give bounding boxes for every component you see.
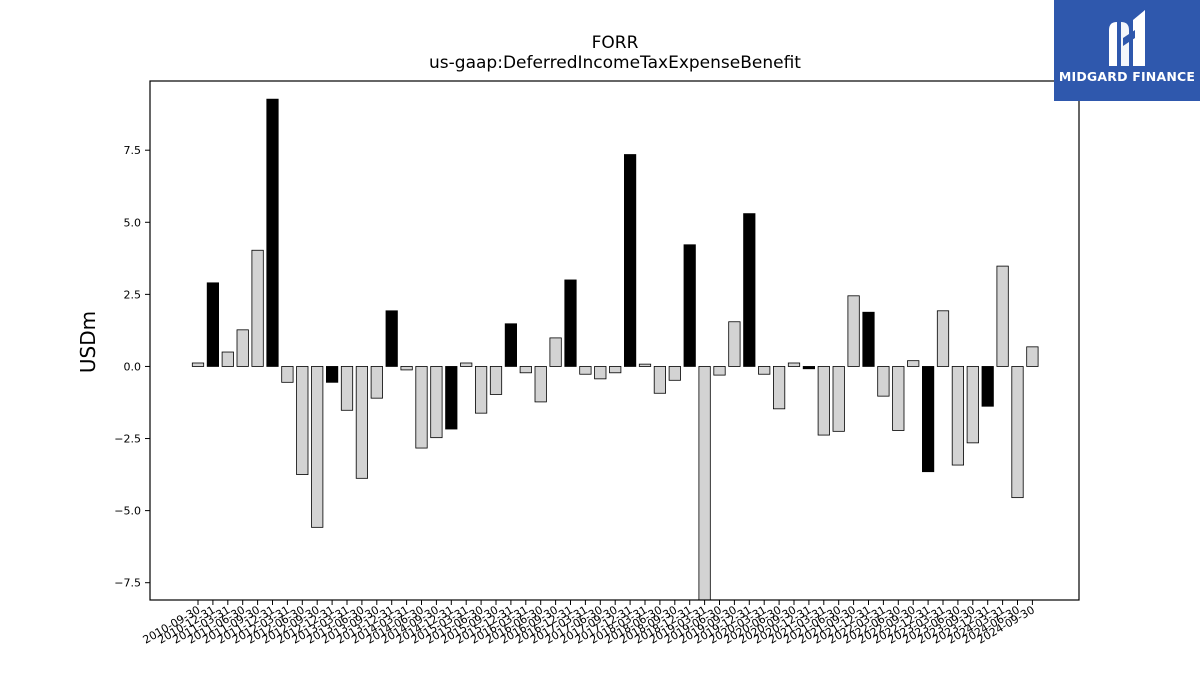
bar-2016-12-31 (564, 279, 577, 367)
bar-2021-06-30 (832, 366, 845, 432)
bar-2013-12-31 (385, 310, 398, 367)
bar-2017-12-31 (624, 154, 637, 367)
bar-2016-09-30 (549, 337, 562, 367)
bar-2018-09-30 (668, 366, 681, 381)
bar-2020-12-31 (802, 366, 816, 370)
bar-2014-09-30 (430, 366, 443, 439)
bar-2022-09-30 (907, 360, 920, 367)
bar-2022-06-30 (892, 366, 905, 431)
bar-2013-06-30 (355, 366, 369, 479)
bar-2017-03-31 (579, 366, 592, 375)
bar-2015-12-31 (504, 323, 518, 367)
bars-group (191, 98, 1039, 601)
bar-2012-06-30 (296, 366, 309, 475)
bar-2012-09-30 (311, 366, 324, 528)
bar-2013-03-31 (340, 366, 354, 411)
midgard-finance-logo: MIDGARD FINANCE (1054, 0, 1200, 101)
bar-2020-09-30 (787, 362, 801, 367)
bar-2024-06-30 (1011, 366, 1024, 499)
bar-2019-09-30 (728, 321, 741, 367)
bar-2021-12-31 (862, 311, 875, 367)
y-tick-label: −5.0 (114, 505, 141, 518)
y-tick-label: −7.5 (114, 577, 141, 590)
bar-2023-12-31 (981, 366, 994, 407)
bar-2010-09-30 (191, 362, 205, 367)
bar-2023-06-30 (951, 366, 965, 466)
bar-2011-03-31 (221, 351, 234, 367)
bar-2018-12-31 (683, 244, 696, 367)
y-tick-label: −2.5 (114, 433, 141, 446)
plot-frame (149, 80, 1080, 601)
bar-2010-12-31 (206, 282, 219, 367)
x-axis-ticks: 2010-09-302010-12-312011-03-312011-06-30… (141, 600, 1037, 647)
bar-2019-06-30 (713, 366, 726, 376)
bar-2012-03-31 (281, 366, 294, 383)
bar-2024-09-30 (1026, 346, 1039, 367)
y-axis-label: USDm (76, 311, 100, 373)
bar-2017-09-30 (609, 366, 622, 374)
bar-2018-06-30 (653, 366, 667, 394)
bar-2020-06-30 (773, 366, 786, 410)
bar-2015-06-30 (474, 366, 488, 414)
bar-2014-06-30 (415, 366, 428, 449)
bar-2022-03-31 (877, 366, 890, 397)
bar-2021-03-31 (817, 366, 830, 436)
bar-2012-12-31 (325, 366, 339, 383)
bar-2020-03-31 (758, 366, 771, 375)
bar-2016-03-31 (519, 366, 532, 374)
y-tick-label: 0.0 (124, 360, 142, 373)
y-tick-label: 2.5 (124, 288, 142, 301)
logo-brand-text: MIDGARD FINANCE (1058, 69, 1196, 84)
midgard-m-logo-icon (1109, 10, 1145, 66)
bar-2021-09-30 (847, 295, 860, 367)
bar-2024-03-31 (996, 265, 1009, 367)
bar-2023-03-31 (936, 310, 950, 367)
bar-2019-12-31 (743, 213, 756, 367)
bar-2019-03-31 (698, 366, 711, 601)
bar-2011-09-30 (251, 249, 264, 367)
bar-2015-03-31 (460, 362, 473, 367)
bar-2022-12-31 (922, 366, 935, 473)
chart-subtitle: us-gaap:DeferredIncomeTaxExpenseBenefit (429, 53, 801, 73)
y-axis-ticks: −7.5 −5.0 −2.5 0.0 2.5 5.0 7.5 (114, 144, 150, 590)
bar-2013-09-30 (370, 366, 383, 399)
bar-2017-06-30 (594, 366, 607, 380)
bar-2016-06-30 (534, 366, 547, 403)
bar-2014-03-31 (400, 366, 413, 371)
bar-2011-12-31 (266, 98, 279, 367)
y-tick-label: 5.0 (124, 216, 142, 229)
bar-2015-09-30 (489, 366, 503, 395)
chart-title: FORR (592, 33, 639, 53)
bar-2018-03-31 (638, 363, 652, 367)
y-tick-label: 7.5 (124, 144, 142, 157)
bar-2023-09-30 (966, 366, 979, 444)
bar-2011-06-30 (236, 329, 249, 367)
bar-2014-12-31 (445, 366, 458, 430)
